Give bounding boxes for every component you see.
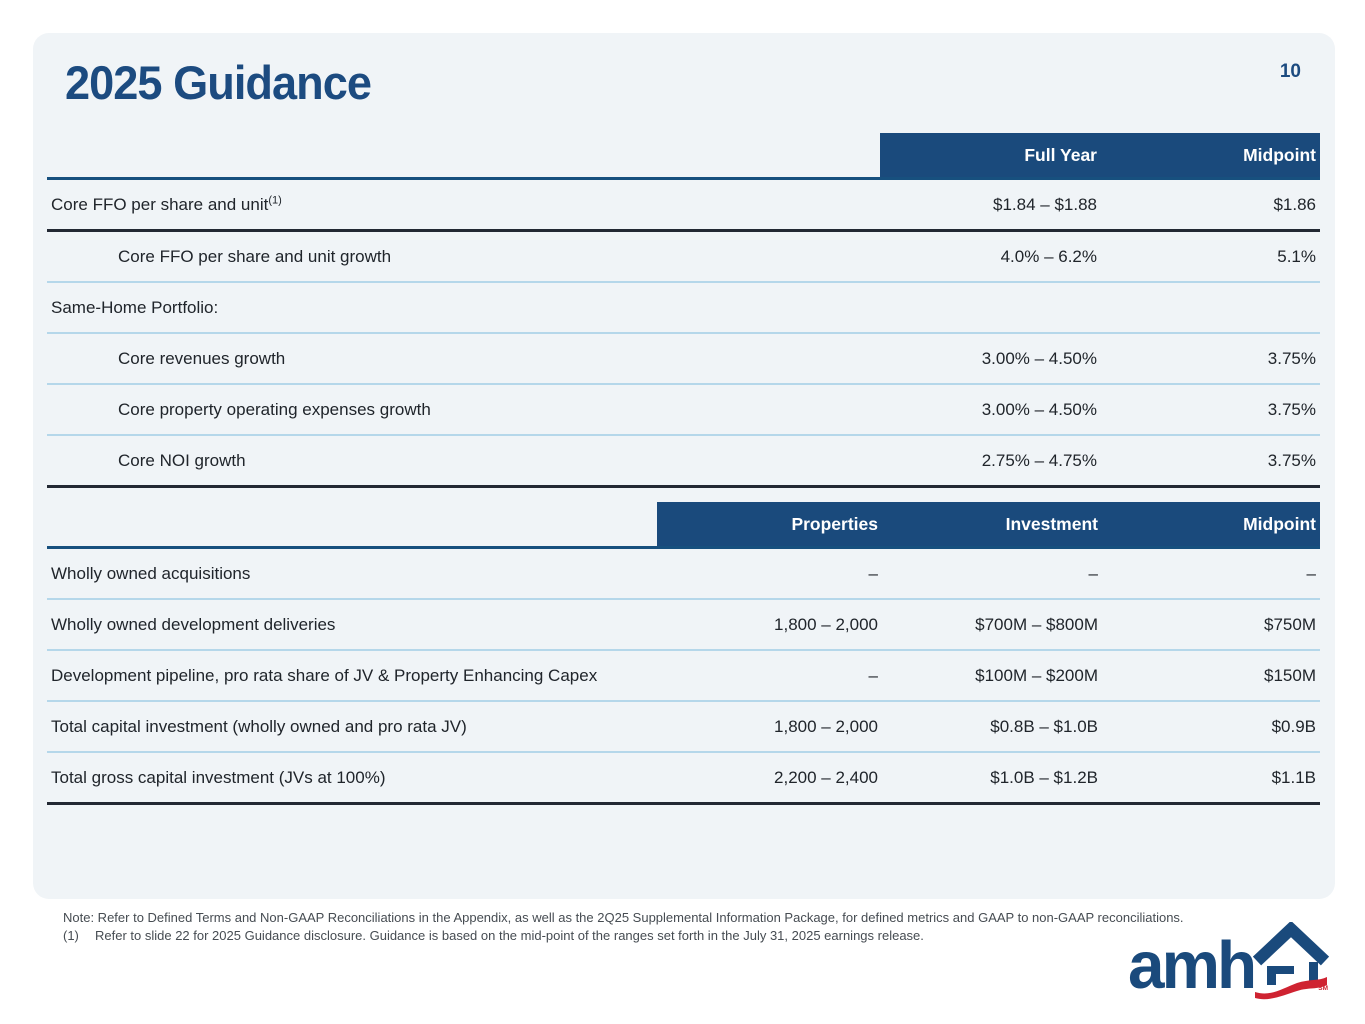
cell-midpoint: $750M [1264, 614, 1316, 634]
cell-full-year: 2.75% – 4.75% [981, 450, 1097, 470]
column-header-investment: Investment [1005, 513, 1098, 534]
table-row: Core FFO per share and unit(1) $1.84 – $1… [47, 180, 1320, 232]
row-label: Core FFO per share and unit growth [118, 246, 392, 266]
row-label: Total gross capital investment (JVs at 1… [51, 767, 386, 787]
cell-midpoint: $1.86 [1273, 194, 1316, 214]
amh-house-icon: SM [1252, 922, 1329, 1000]
table-row: Core revenues growth 3.00% – 4.50% 3.75% [47, 334, 1320, 385]
header-bar [657, 502, 1320, 546]
cell-midpoint: 3.75% [1267, 399, 1316, 419]
cell-full-year: 3.00% – 4.50% [981, 399, 1097, 419]
row-label: Same-Home Portfolio: [51, 297, 219, 317]
row-label: Total capital investment (wholly owned a… [51, 716, 467, 736]
footnotes: Note: Refer to Defined Terms and Non-GAA… [63, 909, 1184, 945]
slide-number: 10 [1279, 61, 1301, 82]
cell-midpoint: 5.1% [1277, 246, 1316, 266]
footnote-reference: (1) [268, 193, 282, 206]
cell-properties: – [868, 563, 878, 583]
cell-properties: 1,800 – 2,000 [774, 614, 878, 634]
cell-investment: – [1088, 563, 1098, 583]
row-label: Core property operating expenses growth [118, 399, 431, 419]
table-row: Development pipeline, pro rata share of … [47, 651, 1320, 702]
table-row: Total gross capital investment (JVs at 1… [47, 753, 1320, 805]
table-row: Core property operating expenses growth 3… [47, 385, 1320, 436]
amh-logo: amh SM [1128, 922, 1331, 1004]
cell-midpoint: $0.9B [1271, 716, 1316, 736]
cell-investment: $700M – $800M [975, 614, 1098, 634]
cell-midpoint: – [1306, 563, 1316, 583]
table-row: Total capital investment (wholly owned a… [47, 702, 1320, 753]
footnote-1: (1) Refer to slide 22 for 2025 Guidance d… [63, 927, 1184, 945]
row-label: Wholly owned acquisitions [51, 563, 251, 583]
cell-investment: $0.8B – $1.0B [990, 716, 1098, 736]
cell-investment: $1.0B – $1.2B [990, 767, 1098, 787]
cell-properties: – [868, 665, 878, 685]
column-header-midpoint: Midpoint [1243, 144, 1316, 165]
table-row: Same-Home Portfolio: [47, 283, 1320, 334]
table-row: Wholly owned development deliveries 1,800… [47, 600, 1320, 651]
table-body: Wholly owned acquisitions – – – Wholly owned… [47, 549, 1320, 805]
cell-full-year: $1.84 – $1.88 [993, 194, 1097, 214]
column-header-midpoint: Midpoint [1243, 513, 1316, 534]
row-label: Wholly owned development deliveries [51, 614, 336, 634]
cell-midpoint: 3.75% [1267, 348, 1316, 368]
cell-properties: 1,800 – 2,000 [774, 716, 878, 736]
table-body: Core FFO per share and unit(1) $1.84 – $1… [47, 180, 1320, 488]
footnote-1-marker: (1) [63, 928, 79, 943]
table-row: Core FFO per share and unit growth 4.0% –… [47, 232, 1320, 283]
row-label: Core NOI growth [118, 450, 246, 470]
cell-midpoint: $1.1B [1271, 767, 1316, 787]
table-header-row: Properties Investment Midpoint [47, 502, 1320, 549]
guidance-table-investment: Properties Investment Midpoint Wholly ow… [47, 502, 1320, 805]
svg-text:SM: SM [1318, 985, 1328, 992]
content-card: 2025 Guidance 10 Full Year Midpoint Core… [33, 33, 1335, 899]
page-title: 2025 Guidance [65, 56, 372, 109]
cell-full-year: 3.00% – 4.50% [981, 348, 1097, 368]
footnote-note: Note: Refer to Defined Terms and Non-GAA… [63, 910, 1184, 925]
footnote-1-text: Refer to slide 22 for 2025 Guidance disc… [95, 928, 924, 943]
row-label: Development pipeline, pro rata share of … [51, 665, 598, 685]
header-bar [880, 133, 1320, 177]
row-label: Core revenues growth [118, 348, 286, 368]
table-row: Wholly owned acquisitions – – – [47, 549, 1320, 600]
guidance-table-full-year: Full Year Midpoint Core FFO per share an… [47, 133, 1320, 488]
cell-properties: 2,200 – 2,400 [774, 767, 878, 787]
column-header-properties: Properties [791, 513, 878, 534]
amh-wordmark: amh [1128, 928, 1257, 1003]
cell-full-year: 4.0% – 6.2% [1000, 246, 1097, 266]
row-label: Core FFO per share and unit(1) [51, 193, 282, 214]
table-header-row: Full Year Midpoint [47, 133, 1320, 180]
cell-midpoint: $150M [1264, 665, 1316, 685]
cell-investment: $100M – $200M [975, 665, 1098, 685]
cell-midpoint: 3.75% [1267, 450, 1316, 470]
column-header-full-year: Full Year [1024, 144, 1097, 165]
table-row: Core NOI growth 2.75% – 4.75% 3.75% [47, 436, 1320, 488]
